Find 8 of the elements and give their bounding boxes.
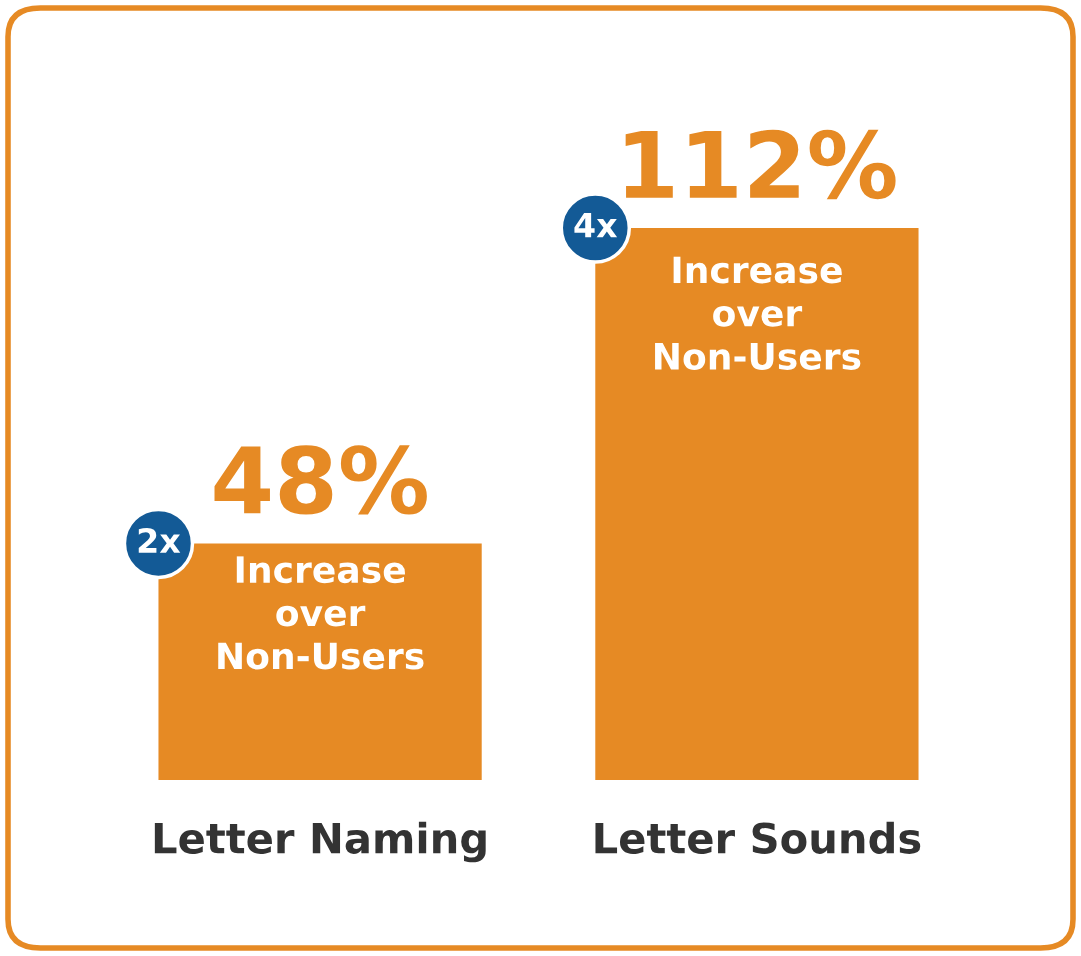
annotation: 4x: [574, 212, 618, 238]
annotation: Increase over Non-Users: [218, 556, 424, 670]
annotation: Increase over Non-Users: [655, 256, 861, 370]
x-tick-label: Letter Sounds: [595, 821, 921, 854]
annotation: 2x: [138, 527, 181, 553]
data-label: 48%: [214, 445, 427, 515]
data-label: 112%: [625, 129, 896, 200]
x-tick-label: Letter Naming: [154, 821, 486, 863]
